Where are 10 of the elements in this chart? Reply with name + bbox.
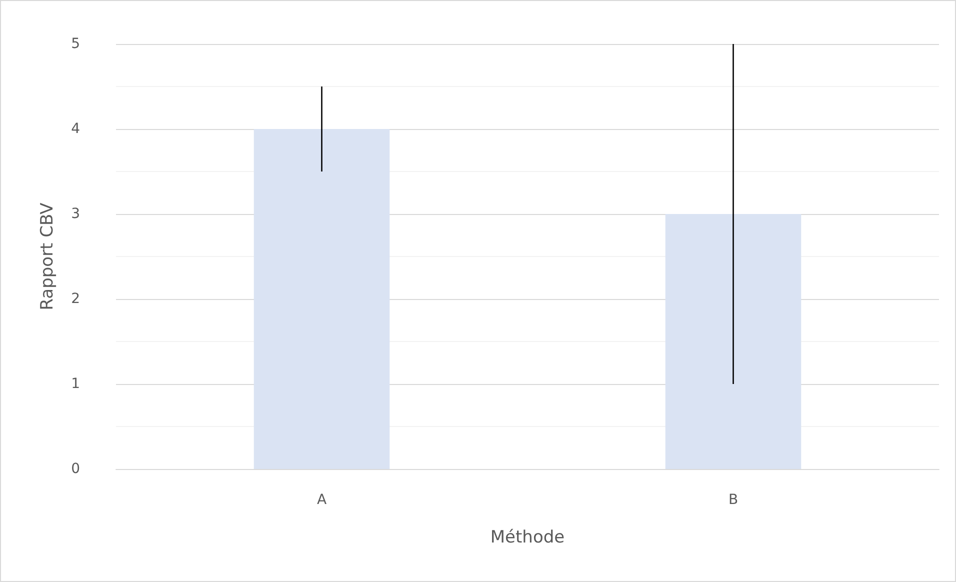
y-tick-label: 5: [71, 36, 80, 52]
y-axis-title: Rapport CBV: [38, 202, 58, 310]
x-tick-label: B: [728, 492, 738, 508]
y-tick-label: 4: [71, 121, 80, 137]
x-axis-title: Méthode: [490, 528, 565, 548]
x-tick-label: A: [316, 492, 327, 508]
y-tick-label: 0: [71, 461, 80, 477]
y-tick-label: 3: [71, 206, 80, 222]
y-tick-label: 2: [71, 291, 80, 307]
y-tick-label: 1: [71, 376, 80, 392]
